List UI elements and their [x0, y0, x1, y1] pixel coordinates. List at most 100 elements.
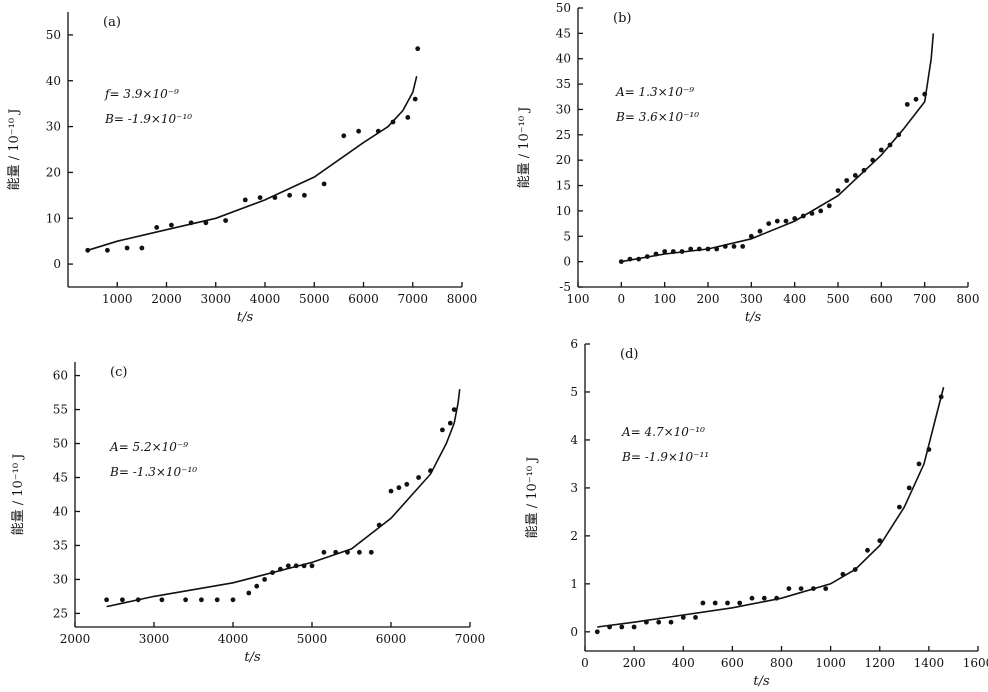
x-tick-label: 3000 — [200, 292, 231, 306]
fit-curve — [87, 76, 418, 252]
data-point — [644, 254, 650, 259]
data-point — [774, 595, 779, 601]
data-point — [223, 218, 229, 223]
x-tick-label: 600 — [870, 292, 893, 306]
y-tick-label: 4 — [570, 433, 578, 447]
data-point — [811, 586, 816, 591]
data-point — [896, 132, 902, 138]
data-point — [451, 407, 457, 412]
data-point — [800, 213, 806, 219]
x-tick-label: 0 — [581, 656, 589, 670]
data-point — [705, 246, 711, 252]
y-tick-label: -5 — [559, 280, 571, 294]
data-point — [926, 447, 932, 452]
x-tick-label: 700 — [913, 292, 936, 306]
data-point — [345, 549, 350, 555]
data-point — [906, 485, 912, 491]
data-point — [700, 600, 706, 606]
chart-panel-a: 1000 2000 3000 4000 5000 6000 7000 8000 0 10 20 30 4… — [7, 12, 477, 325]
chart-panel-b: 100 0 100 200 300 400 500 600 700 800 -5 0 5 10 15 20 25… — [517, 1, 979, 325]
data-point — [870, 157, 876, 163]
y-tick-label: 45 — [53, 471, 68, 485]
data-point — [844, 178, 850, 183]
data-point — [740, 244, 746, 249]
y-tick-label: 35 — [53, 538, 68, 552]
x-tick-label: 100 — [653, 292, 676, 306]
data-point — [357, 549, 362, 555]
data-point — [840, 571, 846, 577]
data-point — [333, 549, 339, 555]
y-tick-label: 15 — [556, 179, 571, 193]
data-point — [913, 96, 919, 102]
data-point — [120, 597, 125, 603]
x-tick-label: 1000 — [815, 656, 846, 670]
y-tick-label: 50 — [46, 28, 61, 42]
data-point — [124, 245, 130, 251]
data-point — [428, 468, 433, 474]
data-point — [105, 247, 110, 253]
data-point — [607, 624, 612, 630]
x-tick-label: 8000 — [447, 292, 478, 306]
data-point — [861, 167, 867, 173]
x-axis-label: t/s — [244, 650, 261, 665]
data-point — [922, 91, 928, 97]
fit-curve — [597, 387, 945, 628]
x-tick-label: 800 — [957, 292, 980, 306]
data-point — [183, 597, 189, 603]
y-axis-label: 能量 / 10⁻¹⁰ J — [517, 107, 532, 189]
data-point — [737, 600, 743, 606]
data-point — [644, 619, 649, 625]
data-point — [852, 173, 858, 178]
y-tick-label: 45 — [556, 26, 571, 40]
data-point — [809, 211, 815, 216]
fit-parameter-annotation: B= -1.9×10⁻¹¹ — [621, 450, 709, 464]
data-point — [786, 586, 792, 591]
data-point — [696, 246, 702, 252]
data-point — [897, 504, 902, 510]
y-tick-label: 6 — [570, 337, 578, 351]
x-tick-label: 100 — [567, 292, 590, 306]
data-point — [826, 203, 832, 209]
fit-parameter-annotation: f= 3.9×10⁻⁹ — [104, 87, 179, 101]
data-point — [680, 615, 686, 620]
data-point — [412, 96, 418, 102]
data-point — [783, 218, 789, 224]
data-point — [404, 481, 410, 487]
data-point — [792, 216, 798, 221]
x-tick-label: 4000 — [218, 632, 249, 646]
x-tick-label: 2000 — [60, 632, 91, 646]
fit-parameter-annotation: B= -1.9×10⁻¹⁰ — [104, 112, 192, 126]
y-axis-label: 能量 / 10⁻¹⁰ J — [525, 457, 540, 539]
x-tick-label: 4000 — [250, 292, 281, 306]
data-point — [302, 192, 307, 198]
x-tick-label: 400 — [672, 656, 695, 670]
x-tick-label: 5000 — [297, 632, 328, 646]
data-point — [416, 475, 421, 480]
y-tick-label: 5 — [563, 229, 571, 243]
y-tick-label: 3 — [570, 481, 578, 495]
y-tick-label: 0 — [563, 255, 571, 269]
y-tick-label: 1 — [570, 577, 578, 591]
x-tick-label: 400 — [783, 292, 806, 306]
data-point — [159, 597, 165, 603]
data-point — [388, 488, 394, 494]
y-tick-label: 55 — [53, 403, 68, 417]
y-tick-label: 60 — [53, 369, 68, 383]
x-tick-label: 0 — [618, 292, 626, 306]
y-tick-label: 20 — [46, 165, 61, 179]
x-tick-label: 200 — [697, 292, 720, 306]
data-point — [85, 247, 91, 253]
x-tick-label: 1200 — [864, 656, 895, 670]
data-point — [757, 228, 763, 234]
data-point — [257, 195, 263, 201]
data-point — [904, 102, 910, 107]
data-point — [878, 147, 884, 153]
fit-parameter-annotation: A= 4.7×10⁻¹⁰ — [621, 425, 705, 439]
data-point — [321, 181, 327, 187]
x-axis-label: t/s — [745, 310, 762, 325]
y-tick-label: 10 — [46, 211, 61, 225]
data-point — [722, 244, 728, 249]
x-tick-label: 6000 — [376, 632, 407, 646]
fit-parameter-annotation: B= 3.6×10⁻¹⁰ — [615, 110, 699, 124]
data-point — [321, 549, 327, 555]
